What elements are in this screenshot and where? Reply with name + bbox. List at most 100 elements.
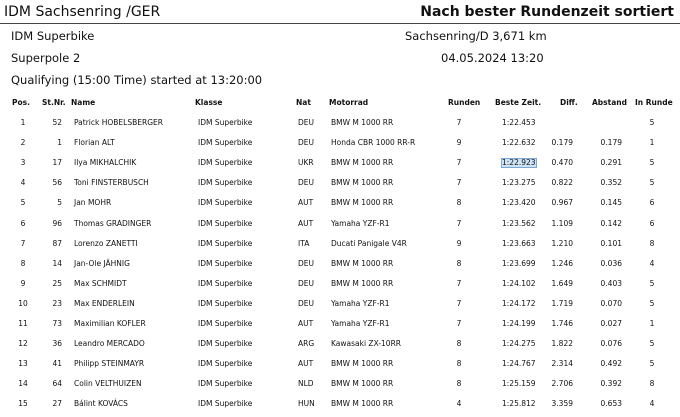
cell-lap: 4 [649,258,655,268]
cell-diff: 1.822 [551,339,573,349]
column-header: Nat [296,98,311,107]
cell-diff: 1.246 [551,258,573,268]
cell-class: IDM Superbike [198,339,253,349]
cell-name: Lorenzo ZANETTI [74,238,138,248]
cell-lap: 8 [649,238,655,248]
cell-best: 1:23.420 [502,198,536,208]
cell-pos: 12 [18,339,28,349]
column-header: St.Nr. [42,98,66,107]
cell-best: 1:22.923 [501,158,537,168]
cell-lap: 1 [649,138,655,148]
cell-name: Colin VELTHUIZEN [74,379,142,389]
cell-bike: Ducati Panigale V4R [331,238,407,248]
cell-pos: 6 [20,218,26,228]
cell-bike: BMW M 1000 RR [331,118,394,127]
cell-class: IDM Superbike [198,218,253,228]
cell-best: 1:24.199 [502,319,536,328]
cell-nr: 64 [52,379,62,389]
cell-best: 1:25.812 [502,399,536,409]
cell-best: 1:24.275 [502,339,536,349]
cell-best: 1:25.159 [502,379,536,389]
column-header: Diff. [560,98,578,107]
cell-pos: 3 [20,158,26,168]
cell-laps: 7 [456,298,462,308]
cell-lap: 5 [649,178,655,188]
cell-class: IDM Superbike [198,138,253,148]
cell-best: 1:24.767 [502,359,536,369]
cell-laps: 8 [456,258,462,268]
cell-class: IDM Superbike [198,198,253,208]
cell-lap: 6 [649,198,655,208]
cell-diff: 1.649 [551,278,573,288]
cell-class: IDM Superbike [198,319,253,328]
cell-laps: 4 [456,399,462,409]
cell-gap: 0.070 [600,298,622,308]
cell-name: Max ENDERLEIN [74,298,135,308]
cell-pos: 1 [20,118,26,127]
cell-bike: BMW M 1000 RR [331,178,394,188]
cell-name: Maximilian KOFLER [74,319,146,328]
cell-bike: BMW M 1000 RR [331,258,394,268]
cell-gap: 0.142 [600,218,622,228]
cell-gap: 0.027 [600,319,622,328]
cell-bike: Kawasaki ZX-10RR [331,339,402,349]
cell-laps: 9 [456,238,462,248]
cell-pos: 7 [20,238,26,248]
cell-nat: DEU [298,278,315,288]
cell-pos: 11 [18,319,28,328]
cell-bike: Yamaha YZF-R1 [331,298,390,308]
start-label: Qualifying (15:00 Time) started at 13:20… [11,73,263,87]
cell-laps: 8 [456,379,462,389]
cell-nat: DEU [298,118,315,127]
cell-lap: 6 [649,218,655,228]
cell-name: Ilya MIKHALCHIK [74,158,137,168]
cell-name: Bálint KOVÁCS [74,399,128,409]
cell-best: 1:22.453 [502,118,536,127]
cell-nat: HUN [298,399,315,409]
cell-gap: 0.653 [600,399,622,409]
column-header: Motorrad [329,98,369,107]
cell-best: 1:23.275 [502,178,536,188]
cell-lap: 8 [649,379,655,389]
cell-class: IDM Superbike [198,399,253,409]
cell-gap: 0.076 [600,339,622,349]
cell-name: Leandro MERCADO [74,339,145,349]
cell-class: IDM Superbike [198,359,253,369]
cell-diff: 2.706 [551,379,573,389]
cell-gap: 0.403 [600,278,622,288]
cell-class: IDM Superbike [198,258,253,268]
cell-nr: 96 [52,218,62,228]
cell-diff: 1.109 [551,218,573,228]
cell-best: 1:23.699 [502,258,536,268]
cell-gap: 0.145 [600,198,622,208]
cell-nr: 27 [52,399,62,409]
cell-diff: 0.822 [551,178,573,188]
cell-class: IDM Superbike [198,178,253,188]
cell-lap: 5 [649,359,655,369]
cell-best: 1:24.102 [502,278,536,288]
cell-nr: 17 [52,158,62,168]
cell-bike: BMW M 1000 RR [331,399,394,409]
cell-nr: 87 [52,238,62,248]
cell-pos: 15 [18,399,28,409]
cell-pos: 9 [20,278,26,288]
cell-pos: 10 [18,298,28,308]
cell-laps: 8 [456,359,462,369]
column-header: Runden [448,98,481,107]
cell-name: Thomas GRADINGER [74,218,152,228]
cell-best: 1:22.632 [502,138,536,148]
cell-nr: 52 [52,118,62,127]
event-title: IDM Sachsenring /GER [4,4,161,20]
cell-name: Patrick HOBELSBERGER [74,118,163,127]
column-header: In Runde [635,98,673,107]
cell-bike: BMW M 1000 RR [331,158,394,168]
cell-nat: DEU [298,298,315,308]
cell-name: Toni FINSTERBUSCH [74,178,149,188]
cell-lap: 5 [649,118,655,127]
cell-best: 1:23.562 [502,218,536,228]
cell-gap: 0.352 [600,178,622,188]
cell-bike: BMW M 1000 RR [331,379,394,389]
class-label: IDM Superbike [11,29,95,43]
cell-laps: 7 [456,118,462,127]
